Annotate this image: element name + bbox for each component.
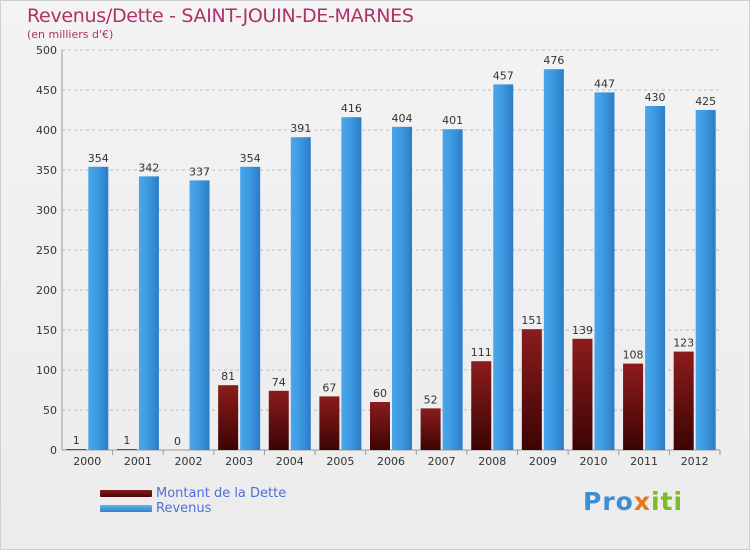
bar-debt (370, 402, 390, 450)
data-label-revenue: 354 (240, 152, 261, 165)
x-tick-label: 2000 (73, 455, 101, 468)
y-tick-label: 400 (36, 124, 57, 137)
data-label-debt: 81 (221, 370, 235, 383)
legend-swatch-revenue (100, 505, 152, 512)
x-tick-label: 2012 (681, 455, 709, 468)
x-tick-label: 2009 (529, 455, 557, 468)
bar-debt (116, 449, 137, 450)
x-tick-label: 2005 (326, 455, 354, 468)
data-label-debt: 52 (424, 393, 438, 406)
bar-revenue (543, 69, 564, 450)
y-tick-label: 200 (36, 284, 57, 297)
data-label-debt: 123 (673, 337, 694, 350)
bar-revenue (594, 92, 615, 451)
bar-debt (420, 408, 441, 450)
y-tick-label: 300 (36, 204, 57, 217)
legend-item-revenue: Revenus (100, 501, 286, 516)
legend-swatch-debt (100, 490, 152, 497)
y-tick-label: 500 (36, 44, 57, 57)
bar-revenue (645, 106, 666, 450)
data-label-revenue: 391 (290, 122, 311, 135)
data-label-revenue: 416 (341, 102, 362, 115)
bar-revenue (290, 137, 311, 450)
data-label-revenue: 337 (189, 165, 210, 178)
bar-revenue (189, 180, 210, 450)
data-label-debt: 1 (73, 434, 80, 447)
x-tick-label: 2004 (276, 455, 304, 468)
bar-debt (623, 363, 644, 450)
bar-revenue (442, 129, 463, 450)
data-label-debt: 139 (572, 324, 593, 337)
data-label-revenue: 447 (594, 77, 615, 90)
bar-revenue (88, 166, 109, 451)
x-tick-label: 2002 (175, 455, 203, 468)
y-tick-label: 100 (36, 364, 57, 377)
data-label-debt: 67 (322, 381, 336, 394)
bar-revenue (138, 176, 159, 450)
data-label-debt: 108 (623, 349, 644, 362)
y-tick-label: 150 (36, 324, 57, 337)
x-tick-label: 2006 (377, 455, 405, 468)
bar-debt (521, 329, 542, 450)
data-label-debt: 151 (521, 314, 542, 327)
legend-label-revenue: Revenus (156, 501, 212, 516)
y-tick-label: 50 (43, 404, 57, 417)
data-label-debt: 0 (174, 435, 181, 448)
bar-debt (471, 361, 492, 450)
bar-debt (572, 338, 593, 450)
bar-revenue (392, 126, 412, 451)
x-tick-label: 2011 (630, 455, 658, 468)
data-label-revenue: 457 (493, 69, 514, 82)
y-tick-label: 0 (50, 444, 57, 457)
chart-title: Revenus/Dette - SAINT-JOUIN-DE-MARNES (27, 5, 414, 27)
legend-label-debt: Montant de la Dette (156, 486, 287, 501)
data-label-revenue: 476 (543, 54, 564, 67)
data-label-revenue: 404 (392, 112, 413, 125)
data-label-revenue: 425 (695, 95, 716, 108)
x-tick-label: 2001 (124, 455, 152, 468)
bar-debt (218, 385, 239, 450)
data-label-debt: 74 (272, 376, 286, 389)
bar-revenue (695, 110, 716, 450)
bar-revenue (341, 117, 362, 450)
bar-debt (319, 396, 340, 450)
bar-debt (268, 390, 289, 450)
data-label-revenue: 354 (88, 152, 109, 165)
x-tick-label: 2008 (478, 455, 506, 468)
legend: Montant de la Dette Revenus (100, 486, 286, 516)
x-tick-label: 2003 (225, 455, 253, 468)
proxiti-logo: Proxiti (583, 487, 684, 516)
data-label-debt: 60 (373, 387, 387, 400)
data-label-revenue: 430 (645, 91, 666, 104)
y-tick-label: 450 (36, 84, 57, 97)
x-tick-label: 2007 (428, 455, 456, 468)
bar-debt (673, 351, 694, 450)
data-label-revenue: 401 (442, 114, 463, 127)
y-tick-label: 350 (36, 164, 57, 177)
bar-debt (66, 449, 87, 450)
x-tick-label: 2010 (579, 455, 607, 468)
data-label-debt: 111 (471, 346, 492, 359)
bar-revenue (240, 166, 261, 451)
data-label-debt: 1 (123, 434, 130, 447)
chart-subtitle: (en milliers d'€) (27, 28, 114, 41)
data-label-revenue: 342 (138, 161, 159, 174)
legend-item-debt: Montant de la Dette (100, 486, 286, 501)
bar-revenue (493, 84, 514, 451)
y-tick-label: 250 (36, 244, 57, 257)
